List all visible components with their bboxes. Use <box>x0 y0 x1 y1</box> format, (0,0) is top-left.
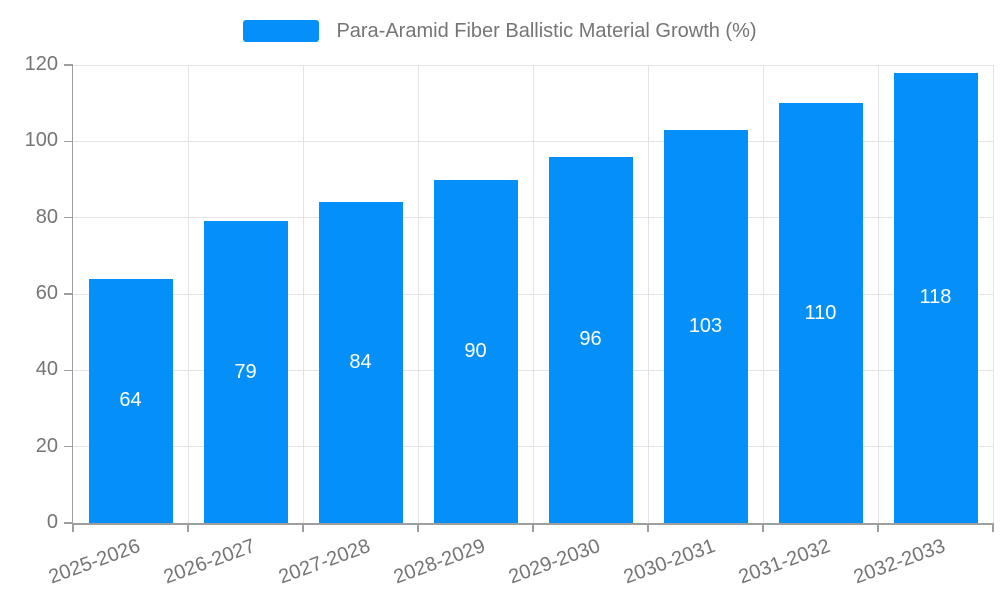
x-tick-mark <box>187 523 189 532</box>
x-axis-label: 2028-2029 <box>390 535 489 589</box>
y-axis-line <box>71 65 73 524</box>
bar-value-label: 90 <box>464 339 487 362</box>
bar-value-label: 103 <box>688 314 723 337</box>
bar-2026-2027[interactable]: 79 <box>203 221 288 523</box>
y-tick-mark <box>64 140 73 143</box>
v-gridline <box>187 65 189 523</box>
y-tick-label: 20 <box>35 434 58 457</box>
y-tick-label: 0 <box>46 511 58 533</box>
x-tick-mark <box>762 523 764 532</box>
legend-swatch <box>243 20 320 42</box>
bar-value-label: 110 <box>804 301 837 324</box>
x-axis-label: 2026-2027 <box>160 535 259 589</box>
bar-2025-2026[interactable]: 64 <box>88 278 173 523</box>
legend-label: Para-Aramid Fiber Ballistic Material Gro… <box>336 20 757 42</box>
x-tick-mark <box>72 523 74 532</box>
y-tick-mark <box>64 522 73 524</box>
bar-value-label: 118 <box>919 286 952 309</box>
y-tick-mark <box>64 293 73 295</box>
x-axis-label: 2025-2026 <box>45 535 144 589</box>
y-tick-mark <box>64 445 73 448</box>
x-tick-mark <box>532 523 534 532</box>
x-tick-mark <box>302 523 304 532</box>
bar-2030-2031[interactable]: 103 <box>663 129 748 523</box>
v-gridline <box>762 65 764 523</box>
x-tick-mark <box>877 523 879 532</box>
bar-2029-2030[interactable]: 96 <box>548 156 633 523</box>
bar-2028-2029[interactable]: 90 <box>433 179 518 523</box>
legend-item[interactable]: Para-Aramid Fiber Ballistic Material Gro… <box>0 20 1000 42</box>
y-tick-mark <box>64 216 73 219</box>
y-tick-label: 80 <box>35 205 58 228</box>
y-tick-label: 100 <box>24 129 58 152</box>
v-gridline <box>647 65 649 523</box>
bar-value-label: 84 <box>349 351 372 374</box>
y-tick-label: 40 <box>35 358 58 381</box>
bar-value-label: 96 <box>579 328 602 351</box>
x-tick-mark <box>992 523 994 532</box>
y-tick-label: 60 <box>35 282 58 304</box>
bar-2031-2032[interactable]: 110 <box>778 103 863 523</box>
x-tick-mark <box>417 523 419 532</box>
bar-value-label: 79 <box>234 360 257 383</box>
bar-2032-2033[interactable]: 118 <box>893 72 978 523</box>
v-gridline <box>992 65 994 523</box>
bar-2027-2028[interactable]: 84 <box>318 202 403 523</box>
x-axis-label: 2027-2028 <box>275 535 374 589</box>
x-axis-label: 2032-2033 <box>850 535 949 589</box>
x-axis-label: 2030-2031 <box>620 535 719 589</box>
x-axis-label: 2031-2032 <box>735 535 834 589</box>
y-tick-label: 120 <box>24 53 58 75</box>
v-gridline <box>417 65 419 523</box>
x-axis-line <box>73 523 993 525</box>
v-gridline <box>532 65 534 523</box>
v-gridline <box>877 65 879 523</box>
y-tick-mark <box>64 64 73 66</box>
x-tick-mark <box>647 523 649 532</box>
x-axis-label: 2029-2030 <box>505 535 604 589</box>
y-tick-mark <box>64 369 73 372</box>
bar-value-label: 64 <box>119 389 142 412</box>
v-gridline <box>302 65 304 523</box>
